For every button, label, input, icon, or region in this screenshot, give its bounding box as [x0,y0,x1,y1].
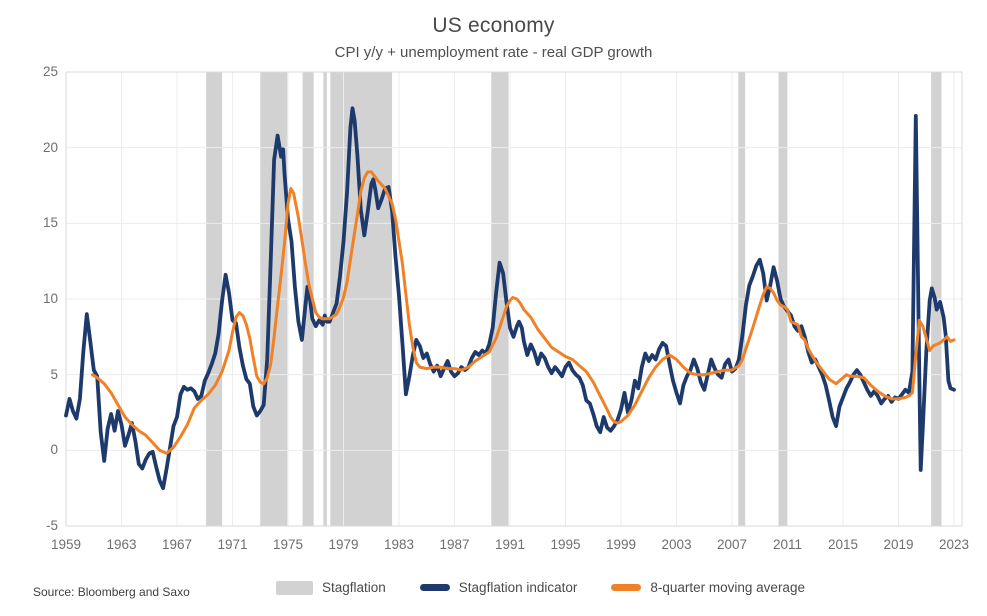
x-axis-tick-label: 1983 [383,537,415,552]
x-axis-tick-label: 1999 [605,537,637,552]
x-axis-tick-label: 1987 [439,537,470,552]
legend-label: Stagflation [322,580,386,595]
y-axis-tick-label: 15 [42,215,58,231]
y-axis-tick-label: 25 [42,64,58,79]
x-axis-tick-label: 1991 [494,537,526,552]
x-axis-tick-label: 2015 [827,537,859,552]
x-axis-tick-label: 1975 [272,537,304,552]
stagflation-indicator-line [64,106,956,491]
data-series [64,106,956,491]
y-axis-tick-label: 5 [50,366,58,382]
x-axis-tick-label: 2011 [772,537,803,552]
indicator-line-swatch-icon [419,584,450,591]
x-axis-tick-label: 1971 [217,537,248,552]
legend-item-stagflation: Stagflation [276,580,386,595]
y-axis-tick-label: 0 [50,442,58,458]
x-axis-tick-label: 2003 [661,537,692,552]
x-axis-tick-label: 1959 [50,537,82,552]
chart-subtitle: CPI y/y + unemployment rate - real GDP g… [334,44,653,61]
x-axis-tick-label: 1979 [328,537,359,552]
x-axis-tick-label: 1963 [106,537,137,552]
legend: Stagflation Stagflation indicator 8-quar… [276,580,805,595]
source-note: Source: Bloomberg and Saxo [33,585,190,599]
x-axis-tick-label: 2019 [883,537,914,552]
legend-item-moving-average: 8-quarter moving average [611,580,805,595]
legend-label: 8-quarter moving average [650,580,805,595]
moving-average-line [90,170,956,455]
legend-item-indicator: Stagflation indicator [419,580,578,595]
stagflation-band-swatch-icon [276,580,313,595]
chart-title: US economy [432,14,555,37]
y-axis-tick-label: 20 [42,139,58,155]
legend-label: Stagflation indicator [458,580,578,595]
plot-border [65,71,963,527]
x-axis-tick-label: 1967 [161,537,193,552]
y-axis-tick-label: -5 [45,518,58,533]
x-axis-tick-label: 2007 [716,537,748,552]
x-axis-tick-label: 1995 [550,537,581,552]
chart-footer: Source: Bloomberg and Saxo Stagflation S… [0,580,987,606]
y-axis-tick-label: 10 [42,291,58,306]
moving-average-line-swatch-icon [611,584,642,591]
x-axis-tick-label: 2023 [938,537,970,552]
